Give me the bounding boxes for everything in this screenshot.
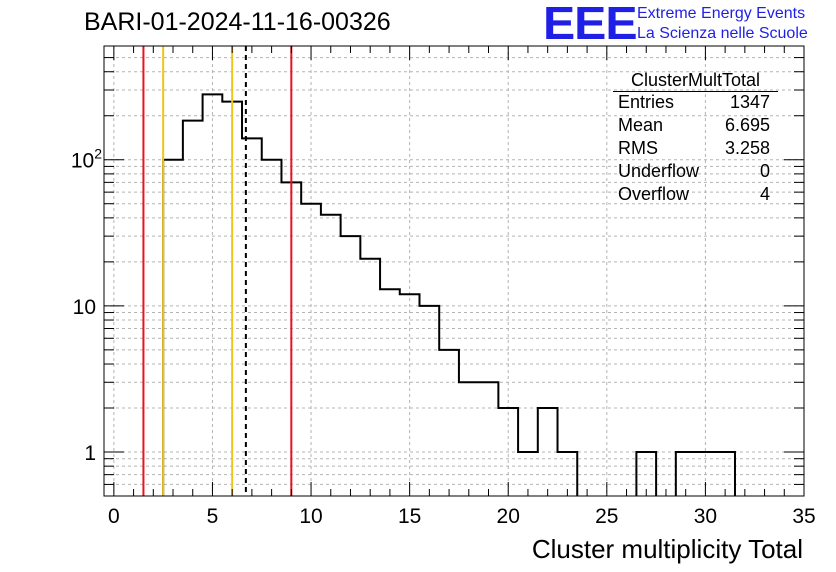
histogram-bin [163, 160, 183, 496]
stats-box-divider [613, 91, 778, 92]
histogram-bin [203, 94, 223, 496]
stats-row: RMS 3.258 [618, 138, 770, 160]
stats-box-title: ClusterMultTotal [630, 70, 761, 90]
axes: 0 5 10 15 20 25 30 35 1 10 102 [71, 45, 816, 528]
x-axis-label: Cluster multiplicity Total [531, 534, 803, 564]
histogram-bin [183, 121, 203, 496]
histogram [162, 93, 736, 496]
eee-logo: EEE Extreme Energy Events La Scienza nel… [543, 0, 833, 49]
x-tick-label: 15 [398, 505, 421, 528]
y-tick-label: 1 [84, 442, 96, 465]
histogram-bin [380, 289, 400, 496]
plot-frame [103, 45, 805, 497]
histogram-outline [162, 93, 736, 496]
logo-line-2: La Scienza nelle Scuole [637, 25, 808, 42]
stats-key: Underflow [618, 161, 700, 181]
x-tick-label: 5 [207, 505, 219, 528]
eee-logo-mark: EEE [543, 0, 638, 49]
stats-box: ClusterMultTotal Entries 1347 Mean 6.695… [613, 70, 778, 210]
stats-row: Underflow 0 [618, 161, 770, 183]
histogram-bin [360, 259, 380, 496]
x-tick-label: 30 [694, 505, 717, 528]
histogram-bin [538, 408, 558, 496]
stats-value: 0 [759, 161, 770, 181]
x-tick-label: 35 [792, 505, 815, 528]
histogram-bin [459, 382, 479, 496]
logo-line-1: Extreme Energy Events [637, 5, 806, 22]
histogram-bin [262, 160, 282, 496]
stats-row: Mean 6.695 [618, 115, 770, 137]
histogram-bin [341, 236, 361, 496]
marker-lines [142, 46, 293, 496]
stats-value: 3.258 [724, 138, 770, 158]
x-tick-label: 0 [108, 505, 120, 528]
y-tick-label: 102 [71, 146, 102, 173]
page-title: BARI-01-2024-11-16-00326 [84, 8, 391, 36]
stats-key: RMS [618, 138, 658, 158]
stats-value: 4 [759, 184, 770, 204]
stats-value: 6.695 [724, 115, 770, 135]
stats-value: 1347 [729, 92, 770, 112]
stats-key: Mean [618, 115, 664, 135]
histogram-bin [301, 204, 321, 496]
stats-key: Entries [618, 92, 675, 112]
x-tick-label: 25 [595, 505, 618, 528]
histogram-bin [400, 294, 420, 496]
x-tick-label: 20 [497, 505, 520, 528]
grid [104, 46, 804, 496]
histogram-bin [321, 215, 341, 496]
histogram-bin [419, 306, 439, 496]
x-tick-label: 10 [299, 505, 322, 528]
stats-key: Overflow [618, 184, 690, 204]
stats-row: Entries 1347 [618, 92, 770, 114]
histogram-bin [439, 350, 459, 496]
stats-row: Overflow 4 [618, 184, 770, 206]
histogram-bin [479, 382, 499, 496]
y-tick-label: 10 [73, 296, 96, 319]
